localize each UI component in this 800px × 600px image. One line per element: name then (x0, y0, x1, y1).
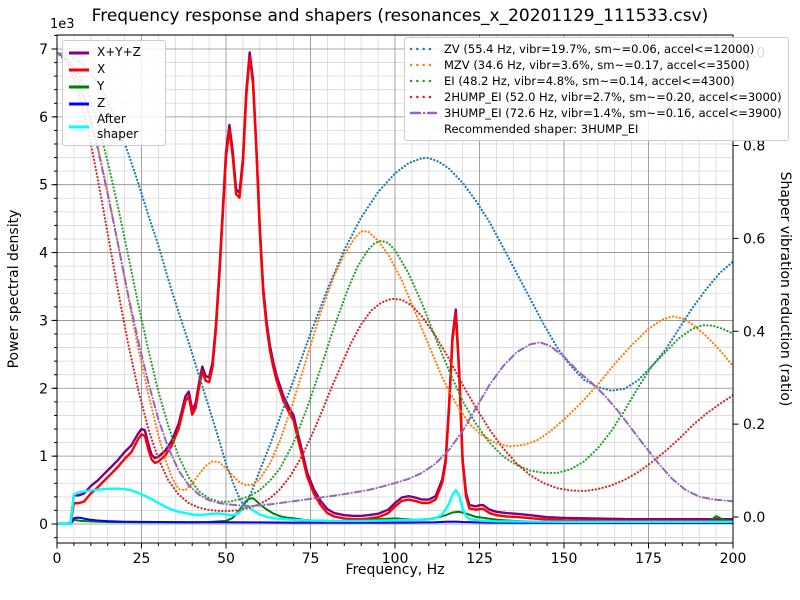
svg-text:0.2: 0.2 (743, 417, 765, 433)
svg-text:125: 125 (466, 551, 493, 567)
svg-text:75: 75 (302, 551, 320, 567)
y-axis-right-label: Shaper vibration reduction (ratio) (777, 171, 793, 407)
legend-item-zv-label: ZV (55.4 Hz, vibr=19.7%, sm~=0.06, accel… (444, 41, 755, 56)
legend-item-xyz: X+Y+Z (68, 44, 159, 61)
svg-text:6: 6 (39, 110, 48, 126)
svg-text:150: 150 (551, 551, 578, 567)
series-mzv-line (57, 51, 733, 492)
chart-title: Frequency response and shapers (resonanc… (91, 6, 709, 26)
legend-item-ei: EI (48.2 Hz, vibr=4.8%, sm~=0.14, accel<… (410, 73, 782, 89)
svg-text:200: 200 (720, 551, 747, 567)
svg-text:0.6: 0.6 (743, 231, 765, 247)
svg-text:2: 2 (39, 381, 48, 397)
legend-recommended-shaper-label: Recommended shaper: 3HUMP_EI (444, 121, 639, 136)
series-z-line (57, 516, 733, 525)
legend-item-after_shaper-label: After shaper (97, 112, 139, 141)
legend-item-y-label: Y (97, 79, 105, 93)
legend-item-y: Y (68, 78, 159, 95)
legend-item-xyz-label: X+Y+Z (97, 45, 141, 59)
svg-text:100: 100 (382, 551, 409, 567)
legend-swatch-x-line (69, 68, 89, 71)
legend-item-3hump_ei: 3HUMP_EI (72.6 Hz, vibr=1.4%, sm~=0.16, … (410, 105, 782, 121)
legend-item-x: X (68, 61, 159, 78)
legend-swatch-mzv-line (410, 63, 437, 67)
svg-text:0.8: 0.8 (743, 139, 765, 155)
series-layer (57, 51, 733, 526)
legend-item-zv: ZV (55.4 Hz, vibr=19.7%, sm~=0.06, accel… (410, 41, 782, 57)
series-ei-line (57, 51, 733, 503)
series-3hump_ei-line (57, 51, 733, 507)
svg-text:4: 4 (39, 246, 48, 262)
series-zv-line (57, 51, 733, 506)
y-axis-left-label: Power spectral density (6, 209, 22, 369)
legend-item-mzv-label: MZV (34.6 Hz, vibr=3.6%, sm~=0.17, accel… (444, 57, 750, 72)
y-axis-offset-text: 1e3 (50, 17, 75, 32)
svg-text:3: 3 (39, 313, 48, 329)
legend-item-2hump_ei: 2HUMP_EI (52.0 Hz, vibr=2.7%, sm~=0.20, … (410, 89, 782, 105)
legend-shapers: ZV (55.4 Hz, vibr=19.7%, sm~=0.06, accel… (404, 37, 789, 141)
svg-text:7: 7 (39, 42, 48, 58)
svg-text:0: 0 (53, 551, 62, 567)
x-axis-label: Frequency, Hz (345, 562, 445, 578)
svg-text:50: 50 (217, 551, 235, 567)
legend-item-3hump_ei-label: 3HUMP_EI (72.6 Hz, vibr=1.4%, sm~=0.16, … (444, 105, 782, 120)
series-2hump_ei-line (57, 51, 733, 513)
svg-text:0: 0 (39, 517, 48, 533)
legend-item-2hump_ei-label: 2HUMP_EI (52.0 Hz, vibr=2.7%, sm~=0.20, … (444, 89, 782, 104)
svg-text:0.0: 0.0 (743, 510, 765, 526)
legend-item-z: Z (68, 95, 159, 112)
legend-swatch-after_shaper-line (69, 125, 89, 129)
legend-swatch-z-line (69, 102, 89, 105)
legend-swatch-y-line (69, 85, 89, 88)
svg-text:5: 5 (39, 178, 48, 194)
legend-swatch-xyz-line (69, 51, 89, 54)
svg-text:175: 175 (635, 551, 662, 567)
legend-item-z-label: Z (97, 96, 106, 110)
legend-psd: X+Y+Z X Y Z After shaper (62, 40, 166, 146)
legend-swatch-ei-line (410, 79, 437, 83)
legend-item-mzv: MZV (34.6 Hz, vibr=3.6%, sm~=0.17, accel… (410, 57, 782, 73)
legend-swatch-zv-line (410, 47, 437, 51)
series-x-line (57, 55, 733, 525)
svg-text:1: 1 (39, 449, 48, 465)
legend-item-x-label: X (97, 62, 106, 76)
legend-swatch-3hump_ei-line (410, 111, 437, 115)
axis-tick-labels: 0 25 50 75 100 125 150 175 200 0 1 2 3 4 5 6 7 0.0 0.2 0.4 0… (39, 42, 765, 567)
legend-recommended-shaper: Recommended shaper: 3HUMP_EI (410, 121, 782, 137)
svg-text:25: 25 (133, 551, 151, 567)
legend-item-after_shaper: After shaper (68, 112, 159, 142)
svg-text:0.4: 0.4 (743, 324, 765, 340)
legend-swatch-2hump_ei-line (410, 95, 437, 99)
axis-ticks (51, 34, 739, 549)
legend-item-ei-label: EI (48.2 Hz, vibr=4.8%, sm~=0.14, accel<… (444, 73, 735, 88)
